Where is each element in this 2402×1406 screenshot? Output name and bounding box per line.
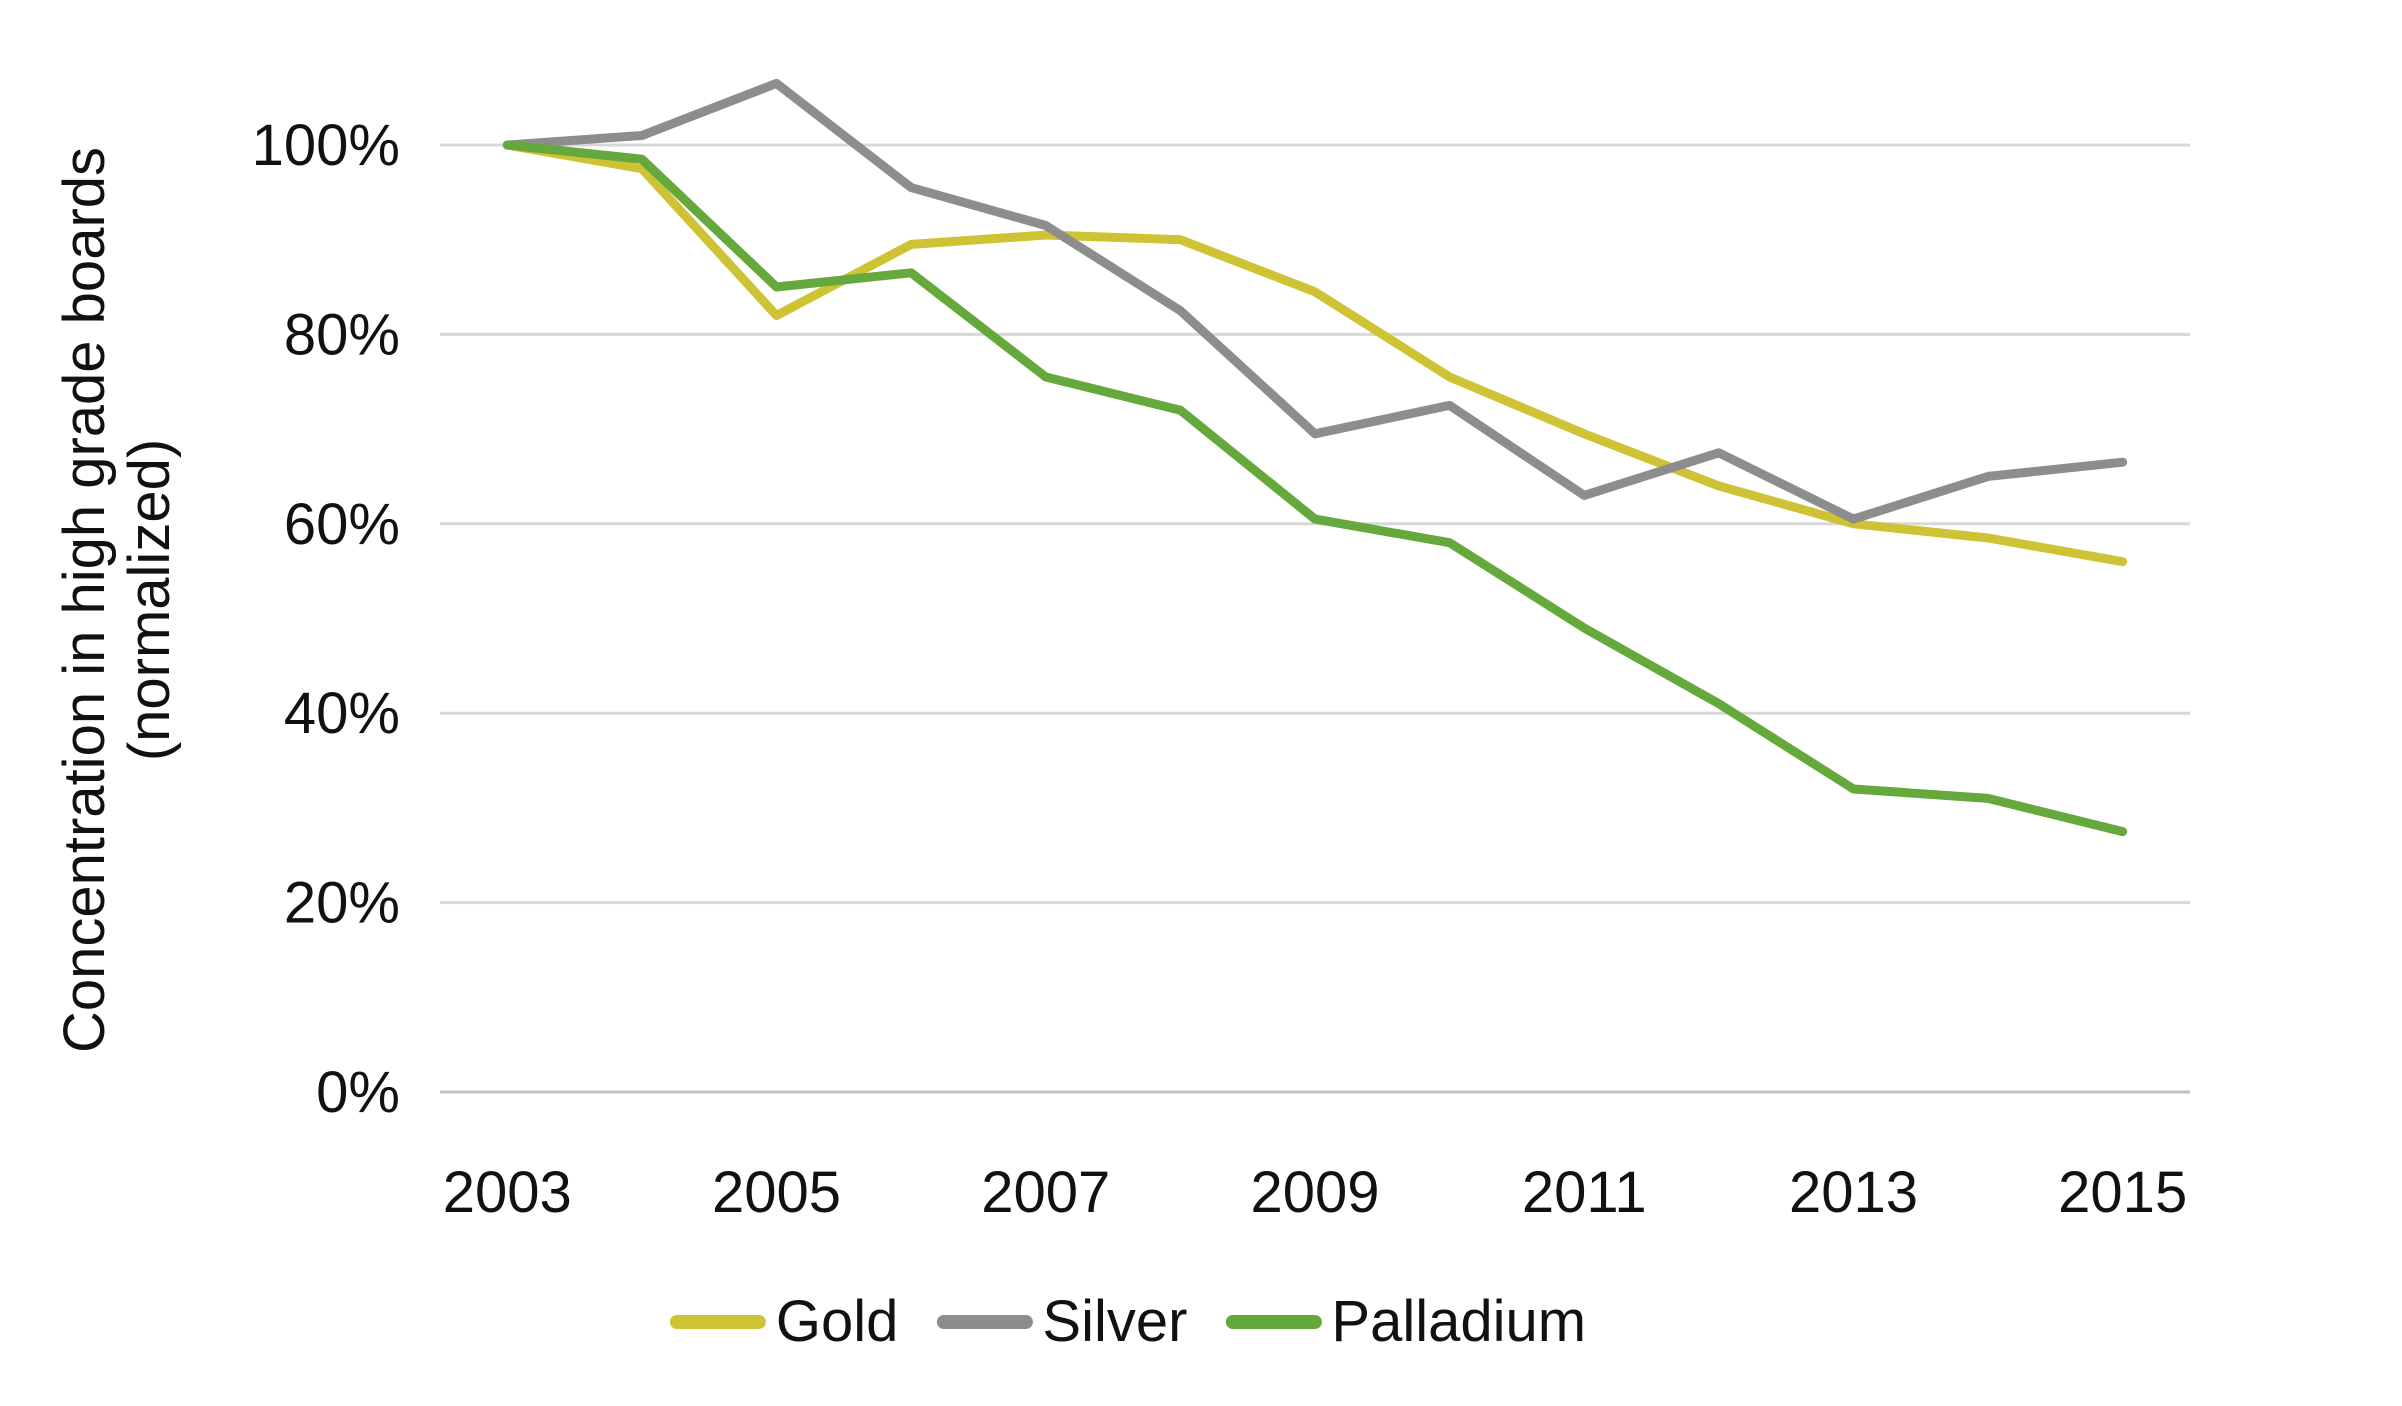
legend-item-palladium: Palladium: [1225, 1288, 1586, 1355]
x-tick-label-2015: 2015: [2058, 1160, 2187, 1225]
legend-label-palladium: Palladium: [1331, 1289, 1587, 1354]
silver-line-swatch: [936, 1314, 1033, 1329]
x-tick-label-2007: 2007: [981, 1160, 1110, 1225]
y-tick-label-20%: 20%: [284, 871, 400, 936]
legend-item-gold: Gold: [669, 1288, 899, 1355]
palladium-line-swatch: [1225, 1314, 1322, 1329]
x-tick-label-2013: 2013: [1789, 1160, 1918, 1225]
y-tick-label-60%: 60%: [284, 492, 400, 557]
x-tick-label-2003: 2003: [443, 1160, 572, 1225]
legend-label-gold: Gold: [775, 1289, 899, 1354]
legend: Gold Silver Palladium: [669, 1288, 1586, 1355]
x-tick-label-2005: 2005: [712, 1160, 841, 1225]
y-tick-label-80%: 80%: [284, 302, 400, 367]
legend-item-silver: Silver: [936, 1288, 1187, 1355]
series-line-palladium: [502, 140, 2128, 837]
y-tick-label-100%: 100%: [252, 113, 400, 178]
y-tick-label-40%: 40%: [284, 681, 400, 746]
gold-line-swatch: [669, 1314, 766, 1329]
y-tick-label-0%: 0%: [316, 1060, 400, 1125]
legend-label-silver: Silver: [1042, 1289, 1188, 1354]
series-line-gold: [502, 140, 2128, 567]
x-tick-label-2011: 2011: [1522, 1160, 1647, 1225]
series-line-silver: [502, 78, 2128, 524]
x-tick-label-2009: 2009: [1250, 1160, 1379, 1225]
